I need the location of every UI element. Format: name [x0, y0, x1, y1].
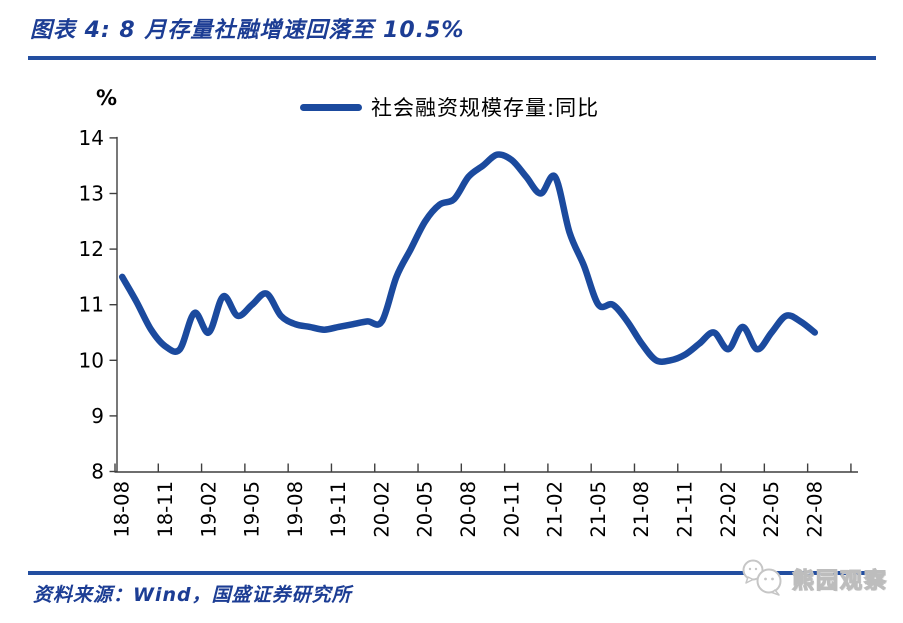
x-tick-label: 19-05 — [241, 481, 264, 538]
y-tick-label: 14 — [79, 126, 104, 150]
watermark-label: 熊园观察 — [791, 568, 889, 594]
series-line — [118, 151, 819, 366]
x-tick-label: 21-05 — [587, 481, 610, 538]
x-tick-label: 18-08 — [111, 481, 134, 538]
watermark: 熊园观察 — [740, 556, 903, 602]
x-tick-label: 19-11 — [327, 481, 350, 538]
x-tick-label: 19-08 — [284, 481, 307, 538]
x-tick-label: 22-02 — [717, 481, 740, 538]
source-note: 资料来源：Wind，国盛证券研究所 — [33, 584, 352, 606]
x-tick-label: 18-11 — [154, 481, 177, 538]
legend-line-swatch-icon — [300, 103, 362, 111]
x-tick-label: 20-02 — [370, 481, 393, 538]
page-title: 图表 4: 8 月存量社融增速回落至 10.5% — [30, 18, 465, 43]
x-tick-label: 20-05 — [414, 481, 437, 538]
y-tick-label: 8 — [91, 460, 104, 484]
chart-legend: 社会融资规模存量:同比 — [300, 92, 599, 122]
x-tick-label: 20-11 — [500, 481, 523, 538]
x-tick-label: 19-02 — [197, 481, 220, 538]
y-tick-label: 12 — [79, 237, 104, 261]
x-tick-label: 21-08 — [630, 481, 653, 538]
y-tick-label: 13 — [79, 182, 104, 206]
top-divider-rule — [28, 56, 876, 60]
x-tick-label: 20-08 — [457, 481, 480, 538]
x-tick-label: 21-02 — [544, 481, 567, 538]
y-axis-unit-label: % — [96, 86, 118, 110]
x-tick-label: 22-05 — [760, 481, 783, 538]
chat-bubbles-icon — [742, 559, 782, 596]
y-tick-label: 11 — [79, 293, 104, 317]
legend-series-label: 社会融资规模存量:同比 — [371, 96, 600, 120]
bottom-divider-rule — [28, 571, 876, 575]
y-tick-label: 10 — [79, 348, 104, 372]
x-tick-label: 21-11 — [673, 481, 696, 538]
x-tick-label: 22-08 — [803, 481, 826, 538]
y-tick-label: 9 — [91, 404, 104, 428]
